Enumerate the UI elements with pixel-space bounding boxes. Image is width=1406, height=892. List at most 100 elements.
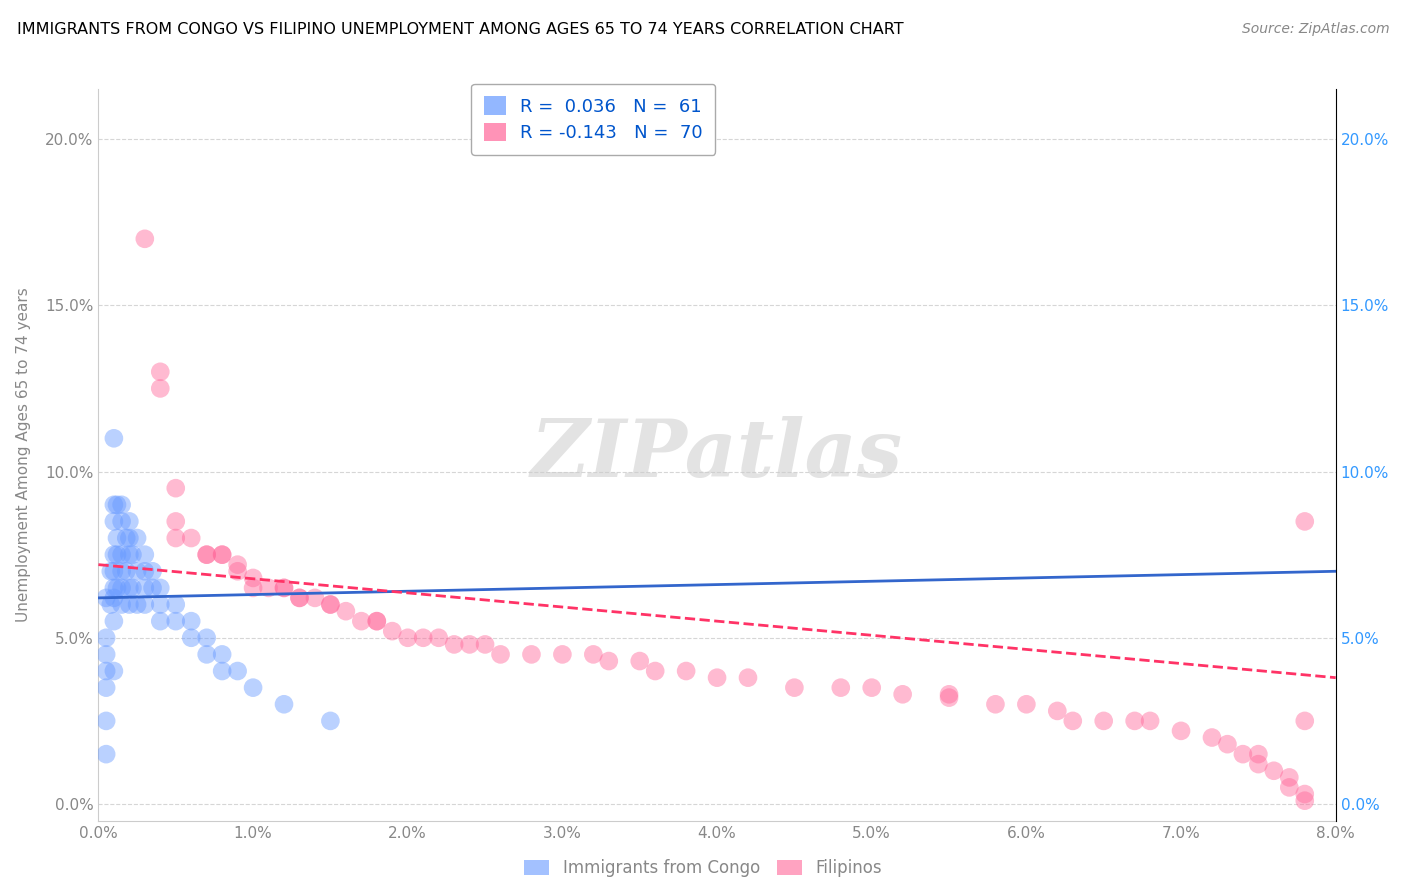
Point [273,698,295,712]
Point [134,581,156,595]
Point [675,664,697,678]
Point [211,648,233,662]
Point [520,648,543,662]
Point [582,648,605,662]
Point [783,681,806,695]
Point [1263,764,1285,778]
Point [1216,737,1239,751]
Point [427,631,450,645]
Legend: Immigrants from Congo, Filipinos: Immigrants from Congo, Filipinos [517,853,889,884]
Point [165,614,187,628]
Point [319,598,342,612]
Point [288,591,311,605]
Point [319,714,342,728]
Point [226,564,249,578]
Point [489,648,512,662]
Point [96,664,118,678]
Point [121,581,143,595]
Point [103,431,125,445]
Point [105,581,128,595]
Point [118,581,141,595]
Point [1294,515,1316,529]
Point [242,581,264,595]
Point [458,637,481,651]
Point [1247,747,1270,761]
Point [180,531,202,545]
Point [1139,714,1161,728]
Point [103,564,125,578]
Point [1015,698,1038,712]
Point [598,654,620,668]
Point [1123,714,1146,728]
Point [149,581,172,595]
Point [141,581,165,595]
Point [938,690,960,705]
Point [105,498,128,512]
Point [100,564,122,578]
Point [366,614,388,628]
Point [304,591,326,605]
Point [366,614,388,628]
Point [412,631,434,645]
Point [644,664,666,678]
Point [984,698,1007,712]
Text: ZIPatlas: ZIPatlas [531,417,903,493]
Point [830,681,852,695]
Point [118,531,141,545]
Point [111,581,132,595]
Point [105,548,128,562]
Point [1232,747,1254,761]
Point [1247,757,1270,772]
Point [1092,714,1115,728]
Point [706,671,728,685]
Point [891,687,914,701]
Point [118,548,141,562]
Point [195,548,218,562]
Point [96,631,118,645]
Point [127,564,149,578]
Point [96,681,118,695]
Point [96,714,118,728]
Point [211,548,233,562]
Point [1278,771,1301,785]
Point [180,614,202,628]
Point [103,664,125,678]
Point [111,548,132,562]
Point [103,591,125,605]
Point [443,637,465,651]
Point [96,591,118,605]
Point [149,614,172,628]
Point [111,498,132,512]
Point [737,671,759,685]
Point [165,531,187,545]
Point [195,548,218,562]
Point [134,548,156,562]
Point [141,564,165,578]
Point [211,548,233,562]
Point [127,531,149,545]
Point [335,604,357,618]
Point [134,598,156,612]
Point [165,598,187,612]
Point [381,624,404,639]
Point [103,548,125,562]
Point [134,564,156,578]
Point [226,664,249,678]
Point [211,664,233,678]
Point [103,515,125,529]
Point [118,515,141,529]
Point [103,498,125,512]
Text: IMMIGRANTS FROM CONGO VS FILIPINO UNEMPLOYMENT AMONG AGES 65 TO 74 YEARS CORRELA: IMMIGRANTS FROM CONGO VS FILIPINO UNEMPL… [17,22,904,37]
Y-axis label: Unemployment Among Ages 65 to 74 years: Unemployment Among Ages 65 to 74 years [17,287,31,623]
Point [121,548,143,562]
Point [396,631,419,645]
Point [149,598,172,612]
Point [118,598,141,612]
Point [1278,780,1301,795]
Point [96,747,118,761]
Point [115,531,138,545]
Point [242,571,264,585]
Point [288,591,311,605]
Point [350,614,373,628]
Point [1294,714,1316,728]
